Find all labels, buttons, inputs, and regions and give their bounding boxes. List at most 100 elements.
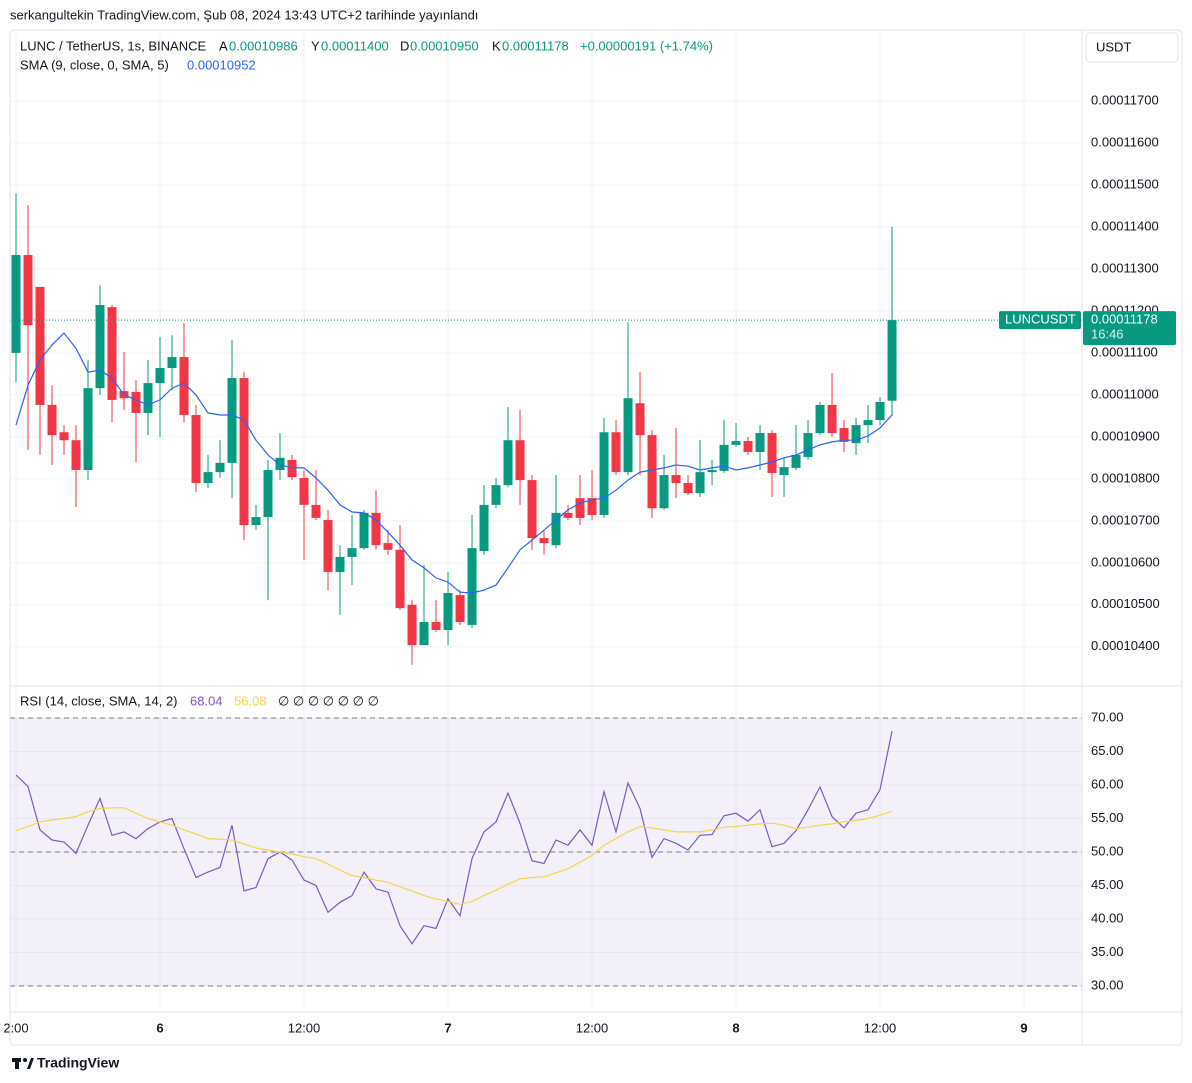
candle-body [887, 320, 897, 401]
candle-body [347, 548, 357, 557]
candle-body [611, 432, 621, 473]
candle-body [155, 367, 165, 384]
legend-value: 0.00011178 [502, 38, 569, 53]
candle-body [239, 378, 249, 526]
candle-body [443, 593, 453, 630]
candle-body [311, 504, 321, 518]
candle-body [491, 485, 501, 505]
publish-header: serkangultekin TradingView.com, Şub 08, … [10, 7, 478, 22]
legend-value: 0.00011400 [321, 38, 389, 53]
rsi-legend: RSI (14, close, SMA, 14, 2) [20, 693, 178, 708]
candle-body [623, 398, 633, 473]
y-tick-label: 0.00011000 [1091, 386, 1159, 401]
y-tick-label: 60.00 [1091, 776, 1124, 791]
candle-body [635, 403, 645, 436]
candle-body [191, 415, 201, 484]
candle-body [359, 512, 369, 549]
candle-body [95, 305, 105, 389]
legend-symbol: LUNC / TetherUS, 1s, BINANCE [20, 38, 206, 53]
y-tick-label: 0.00010900 [1091, 428, 1160, 443]
rsi-legend-suffix: ∅ ∅ ∅ ∅ ∅ ∅ ∅ [278, 693, 379, 708]
candle-body [275, 457, 285, 471]
candle-body [251, 517, 261, 526]
x-tick-label: 8 [732, 1020, 739, 1035]
candle-body [419, 622, 429, 646]
y-tick-label: 50.00 [1091, 843, 1124, 858]
x-tick-label: 12:00 [576, 1020, 609, 1035]
candle-body [215, 462, 225, 473]
candle-body [11, 255, 21, 353]
sma-legend: SMA (9, close, 0, SMA, 5) [20, 57, 169, 72]
rsi-line [15, 807, 893, 905]
candle-body [875, 402, 885, 421]
price-tag-label: 0.00011178 [1091, 312, 1158, 327]
candle-body [131, 391, 141, 413]
candle-body [599, 432, 609, 515]
chart-frame [9, 29, 1183, 1046]
y-tick-label: 0.00010400 [1091, 638, 1160, 653]
candle-body [743, 441, 753, 452]
candle-body [671, 475, 681, 484]
y-tick-label: 0.00011700 [1091, 92, 1159, 107]
legend-letter: K [492, 38, 501, 53]
candle-body [779, 467, 789, 476]
y-tick-label: 0.00011600 [1091, 134, 1159, 149]
legend-letter: D [400, 38, 409, 53]
candle-body [383, 543, 393, 550]
countdown-label: 16:46 [1091, 327, 1124, 342]
candle-body [143, 383, 153, 413]
legend-letter: Y [311, 38, 320, 53]
currency-label[interactable]: USDT [1096, 39, 1131, 54]
candle-body [755, 433, 765, 452]
y-tick-label: 40.00 [1091, 910, 1124, 925]
legend-change: +0.00000191 (+1.74%) [580, 38, 713, 53]
y-tick-label: 0.00010500 [1091, 596, 1160, 611]
legend-letter: A [219, 38, 228, 53]
legend-value: 0.00010950 [410, 38, 479, 53]
candle-body [107, 307, 117, 400]
candle-body [707, 470, 717, 473]
candle-body [515, 440, 525, 481]
candle-body [767, 433, 777, 473]
candle-body [323, 519, 333, 573]
candle-body [431, 622, 441, 630]
candle-body [575, 498, 585, 518]
candle-body [551, 512, 561, 546]
candle-body [35, 286, 45, 405]
currency-button[interactable] [1085, 32, 1179, 63]
rsi-line [15, 730, 893, 945]
symbol-tag [999, 311, 1081, 330]
candle-body [179, 357, 189, 416]
candle-body [47, 404, 57, 436]
candle-body [287, 459, 297, 478]
candle-body [683, 483, 693, 494]
candle-body [863, 420, 873, 426]
y-tick-label: 0.00011500 [1091, 176, 1159, 191]
candle-body [791, 454, 801, 468]
candle-body [647, 435, 657, 509]
candle-body [263, 470, 273, 518]
candle-body [83, 388, 93, 471]
candle-body [227, 378, 237, 463]
candle-body [335, 556, 345, 573]
y-tick-label: 30.00 [1091, 977, 1124, 992]
y-tick-label: 0.00010600 [1091, 554, 1160, 569]
candle-body [407, 604, 417, 646]
x-tick-label: 2:00 [3, 1020, 28, 1035]
y-tick-label: 65.00 [1091, 743, 1124, 758]
candle-body [71, 440, 81, 471]
footer-logo [12, 1058, 34, 1069]
price-tag [1083, 311, 1176, 346]
sma-line [15, 332, 893, 594]
candle-body [527, 480, 537, 539]
candle-body [59, 432, 69, 441]
x-tick-label: 12:00 [288, 1020, 321, 1035]
y-tick-label: 0.00010700 [1091, 512, 1160, 527]
candle-body [839, 428, 849, 442]
rsi-legend-value: 56.08 [234, 693, 267, 708]
y-tick-label: 45.00 [1091, 877, 1124, 892]
candle-body [563, 512, 573, 518]
candle-body [455, 595, 465, 623]
candle-body [371, 512, 381, 546]
